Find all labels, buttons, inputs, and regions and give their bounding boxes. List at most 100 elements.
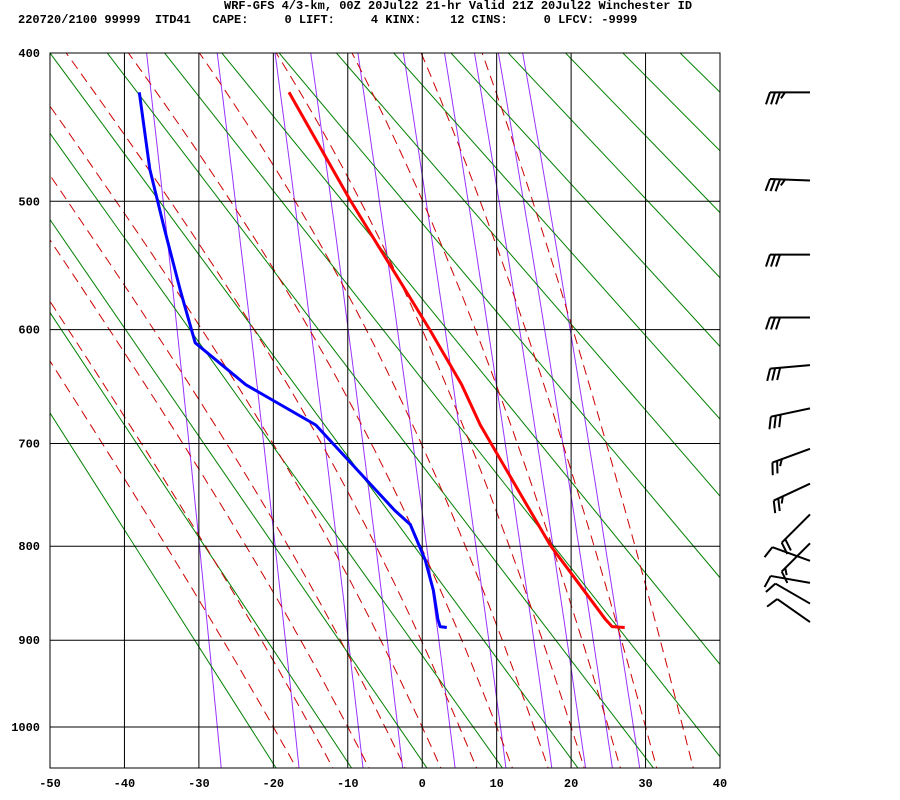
plot-frame — [49, 52, 721, 769]
mixing-ratio-line — [274, 53, 364, 768]
barb-staff — [772, 546, 811, 562]
barb-staff — [776, 598, 811, 623]
wind-barb — [765, 316, 810, 330]
dry-adiabat-line — [106, 53, 655, 768]
barb-flag — [775, 254, 781, 267]
y-tick-label: 1000 — [11, 721, 40, 735]
y-tick-label: 600 — [18, 324, 40, 338]
mixing-ratio-line — [310, 53, 404, 768]
barb-flag — [784, 567, 788, 576]
x-tick-label: -10 — [337, 777, 359, 791]
moist-adiabat-line — [50, 105, 442, 768]
barb-flag — [768, 416, 772, 430]
wind-barb — [766, 598, 811, 623]
x-tick-label: -40 — [114, 777, 136, 791]
wind-barb — [768, 407, 811, 430]
y-tick-label: 900 — [18, 634, 40, 648]
moist-adiabat-line — [420, 53, 658, 768]
x-tick-label: 20 — [564, 777, 578, 791]
moist-adiabat-line — [50, 300, 334, 768]
dewpoint-profile — [137, 92, 447, 629]
dry-adiabat-line — [50, 311, 353, 768]
barb-flag — [763, 575, 772, 588]
wind-barb — [765, 91, 810, 105]
barb-flag — [770, 317, 776, 330]
wind-barb — [772, 482, 811, 514]
barb-flag — [765, 92, 771, 105]
mixing-ratio-line — [497, 53, 613, 768]
barb-flag — [777, 498, 781, 512]
barb-flag — [775, 317, 781, 330]
barb-staff — [772, 447, 811, 464]
barb-flag — [776, 367, 782, 381]
barb-flag — [770, 92, 776, 105]
barb-flag — [775, 92, 781, 105]
barb-staff — [773, 482, 811, 502]
barb-staff — [781, 542, 811, 573]
barb-flag — [784, 538, 792, 551]
dry-adiabat-line — [221, 53, 720, 666]
moist-adiabat-line — [127, 53, 513, 768]
wind-barb — [763, 546, 811, 562]
y-tick-label: 400 — [18, 47, 40, 61]
mixing-ratio-line — [146, 53, 222, 768]
barb-flag — [779, 178, 786, 187]
temperature-profile — [287, 91, 625, 629]
y-tick-label: 700 — [18, 437, 40, 451]
dry-adiabat-line — [50, 411, 277, 768]
mixing-ratio-line — [443, 53, 553, 768]
barb-flag — [780, 496, 784, 504]
x-tick-label: -30 — [188, 777, 210, 791]
sounding-indices: 220720/2100 99999 ITD41 CAPE: 0 LIFT: 4 … — [18, 13, 638, 27]
y-tick-label: 800 — [18, 540, 40, 554]
x-tick-label: 10 — [489, 777, 503, 791]
wind-barb — [765, 253, 810, 267]
barb-staff — [770, 574, 811, 584]
mixing-ratio-line — [402, 53, 507, 768]
moist-adiabat-line — [50, 174, 406, 768]
dry-adiabat-line — [50, 132, 504, 768]
barb-flag — [778, 414, 782, 428]
barb-staff — [770, 407, 811, 418]
dry-adiabat-line — [50, 218, 428, 768]
wind-barb — [763, 574, 811, 588]
mixing-ratio-line — [522, 53, 641, 768]
moist-adiabat-line — [50, 360, 297, 768]
moist-adiabat-line — [481, 53, 694, 768]
dry-adiabat-line — [507, 53, 720, 279]
barb-flag — [765, 582, 777, 593]
dry-adiabat-line — [703, 20, 900, 776]
barb-flag — [780, 91, 786, 99]
dry-adiabat-line — [163, 53, 720, 758]
dry-adiabat-line — [393, 53, 720, 420]
mixing-ratio-line — [216, 53, 300, 768]
moist-adiabat-line — [198, 53, 549, 768]
moist-adiabat-line — [65, 53, 478, 768]
wind-barb — [765, 582, 811, 605]
dry-adiabat-line — [335, 53, 720, 497]
barb-staff — [774, 582, 811, 605]
moist-adiabat-line — [351, 53, 621, 768]
x-tick-label: 30 — [638, 777, 652, 791]
barb-flag — [770, 254, 776, 267]
chart-title: WRF-GFS 4/3-km, 00Z 20Jul22 21-hr Valid … — [224, 0, 693, 13]
x-tick-label: -50 — [39, 777, 61, 791]
moist-adiabat-line — [275, 53, 585, 768]
x-tick-label: 40 — [713, 777, 727, 791]
wind-barb — [766, 364, 811, 382]
dry-adiabat-line — [450, 53, 720, 348]
wind-barb — [764, 178, 811, 192]
mixing-ratio-line — [473, 53, 587, 768]
dry-adiabat-line — [564, 53, 720, 214]
barb-staff — [769, 178, 811, 182]
dry-adiabat-line — [622, 53, 720, 152]
barb-flag — [771, 367, 777, 381]
barb-flag — [763, 546, 774, 558]
moist-adiabat-line — [50, 238, 370, 768]
dry-adiabat-line — [50, 53, 579, 768]
x-tick-label: -20 — [263, 777, 285, 791]
barb-flag — [765, 317, 771, 330]
y-tick-label: 500 — [18, 195, 40, 209]
wind-barb — [771, 447, 811, 476]
